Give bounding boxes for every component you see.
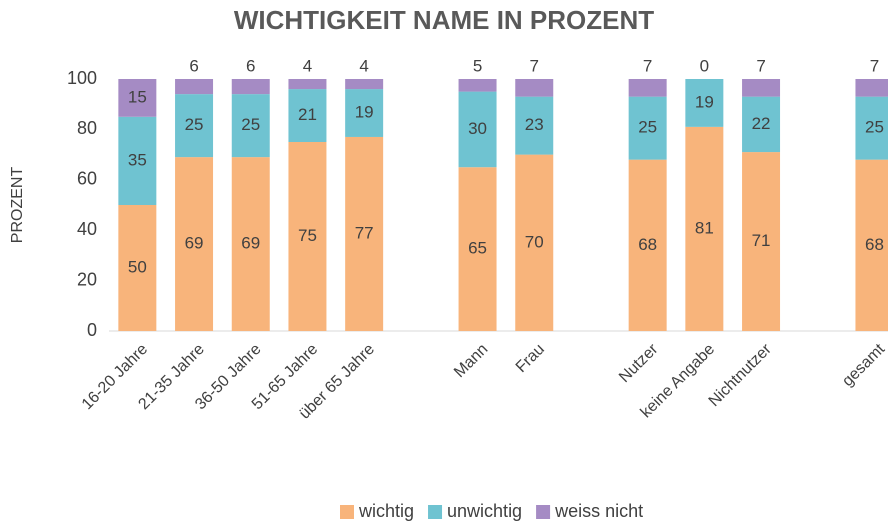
data-label: 25 (241, 115, 260, 134)
data-label: 7 (870, 56, 879, 75)
y-axis-label: PROZENT (9, 167, 26, 244)
data-label: 68 (865, 235, 884, 254)
bar-segment (288, 79, 327, 90)
x-tick-label: Nutzer (616, 340, 662, 386)
legend-label: wichtig (358, 501, 414, 521)
y-tick-label: 60 (77, 169, 97, 189)
bar-segment (345, 79, 384, 90)
data-label: 7 (643, 56, 652, 75)
bar-segment (288, 142, 327, 331)
bar-segment (118, 116, 157, 205)
bar-segment (515, 79, 554, 97)
legend-label: weiss nicht (554, 501, 643, 521)
data-label: 7 (756, 56, 765, 75)
bar-segment (345, 89, 384, 137)
legend-swatch (428, 505, 443, 519)
bar-segment (288, 89, 327, 142)
bar-segment (742, 79, 781, 97)
data-label: 23 (525, 115, 544, 134)
data-label: 21 (298, 105, 317, 124)
data-label: 35 (128, 150, 147, 169)
data-label: 4 (303, 56, 312, 75)
data-label: 6 (246, 56, 255, 75)
data-label: 7 (530, 56, 539, 75)
bar-segment (458, 91, 497, 168)
legend-label: unwichtig (447, 501, 522, 521)
bar-segment (628, 96, 667, 160)
data-label: 25 (865, 118, 884, 137)
bar-segment (685, 126, 724, 331)
data-label: 25 (185, 115, 204, 134)
bar-segment (628, 79, 667, 97)
data-label: 69 (241, 234, 260, 253)
bar-segment (458, 79, 497, 92)
data-label: 75 (298, 226, 317, 245)
bar-segment (458, 167, 497, 331)
legend-swatch (536, 505, 551, 519)
data-label: 70 (525, 232, 544, 251)
data-label: 25 (638, 118, 657, 137)
y-tick-label: 40 (77, 219, 97, 239)
data-label: 81 (695, 218, 714, 237)
data-label: 68 (638, 235, 657, 254)
data-label: 50 (128, 257, 147, 276)
data-label: 22 (752, 114, 771, 133)
bar-segment (515, 96, 554, 155)
data-label: 77 (355, 223, 374, 242)
bar-segment (118, 205, 157, 331)
data-label: 65 (468, 239, 487, 258)
legend-swatch (340, 505, 354, 519)
data-label: 69 (185, 234, 204, 253)
y-tick-label: 80 (77, 118, 97, 138)
data-label: 19 (695, 92, 714, 111)
bar-segment (345, 136, 384, 331)
bar-segment (742, 152, 781, 331)
bar-segment (685, 79, 724, 127)
data-label: 5 (473, 56, 482, 75)
bar-segment (118, 79, 157, 117)
bar-segment (855, 96, 888, 160)
bar-segment (175, 94, 214, 158)
x-tick-label: Mann (451, 341, 491, 381)
bar-segment (628, 159, 667, 331)
data-label: 4 (359, 56, 368, 75)
bar-segment (175, 79, 214, 95)
data-label: 6 (189, 56, 198, 75)
data-label: 71 (752, 231, 771, 250)
y-tick-label: 0 (87, 320, 97, 340)
bar-segment (855, 79, 888, 97)
x-tick-label: Frau (513, 341, 548, 376)
bar-segment (855, 159, 888, 331)
x-tick-label: gesamt (839, 340, 888, 390)
data-label: 30 (468, 119, 487, 138)
bar-segment (231, 94, 270, 158)
bar-segment (515, 154, 554, 331)
data-label: 0 (700, 56, 709, 75)
chart-title: WICHTIGKEIT NAME IN PROZENT (234, 5, 654, 35)
data-label: 15 (128, 87, 147, 106)
bar-segment (742, 96, 781, 153)
data-label: 19 (355, 103, 374, 122)
y-tick-label: 100 (67, 68, 97, 88)
y-tick-label: 20 (77, 269, 97, 289)
bar-segment (231, 157, 270, 331)
bar-segment (175, 157, 214, 331)
bar-segment (231, 79, 270, 95)
